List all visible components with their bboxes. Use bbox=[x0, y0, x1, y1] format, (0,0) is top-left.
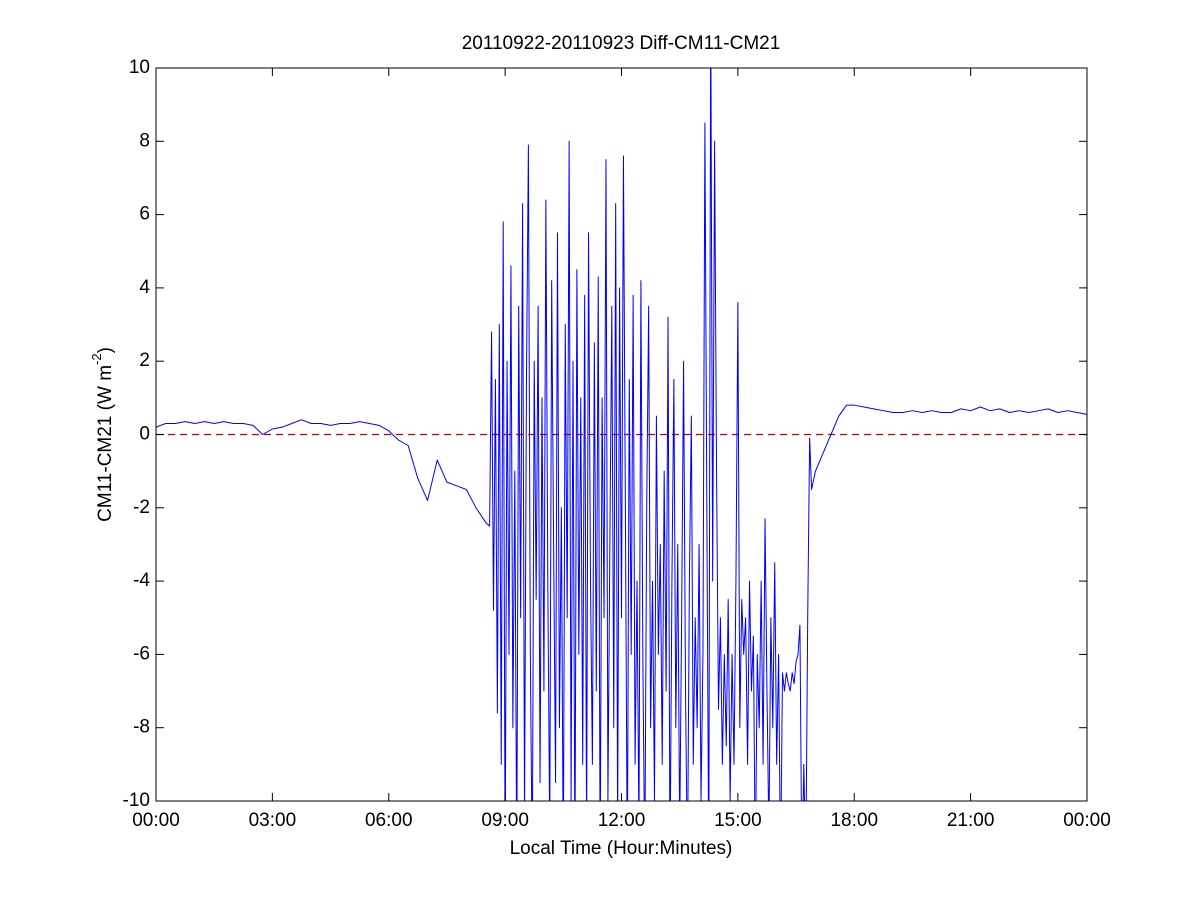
y-axis-label-text: CM11-CM21 (W m bbox=[95, 365, 116, 522]
data-line bbox=[156, 68, 1087, 801]
y-tick-label: -10 bbox=[123, 790, 150, 811]
y-tick-label: 4 bbox=[139, 277, 150, 298]
x-tick-label: 06:00 bbox=[365, 810, 413, 831]
x-tick-label: 09:00 bbox=[481, 810, 529, 831]
y-tick-label: 6 bbox=[139, 204, 150, 225]
y-tick-label: -8 bbox=[133, 717, 150, 738]
y-tick-label: -4 bbox=[133, 570, 150, 591]
y-tick-label: 2 bbox=[139, 350, 150, 371]
y-tick-label: -2 bbox=[133, 497, 150, 518]
y-axis-label-suffix: ) bbox=[95, 347, 116, 353]
x-tick-label: 00:00 bbox=[1063, 810, 1111, 831]
y-tick-label: 0 bbox=[139, 424, 150, 445]
y-axis-label-sup: -2 bbox=[89, 353, 104, 365]
y-tick-label: 8 bbox=[139, 130, 150, 151]
x-tick-label: 00:00 bbox=[132, 810, 180, 831]
y-tick-label: -6 bbox=[133, 643, 150, 664]
y-axis-label: CM11-CM21 (W m-2) bbox=[89, 347, 116, 522]
x-axis-label: Local Time (Hour:Minutes) bbox=[510, 838, 733, 859]
chart-title: 20110922-20110923 Diff-CM11-CM21 bbox=[462, 33, 781, 54]
x-tick-label: 18:00 bbox=[830, 810, 878, 831]
series-group bbox=[156, 68, 1087, 801]
y-tick-label: 10 bbox=[129, 57, 150, 78]
x-tick-label: 21:00 bbox=[947, 810, 995, 831]
x-tick-label: 03:00 bbox=[249, 810, 297, 831]
x-tick-label: 12:00 bbox=[598, 810, 646, 831]
x-tick-label: 15:00 bbox=[714, 810, 762, 831]
